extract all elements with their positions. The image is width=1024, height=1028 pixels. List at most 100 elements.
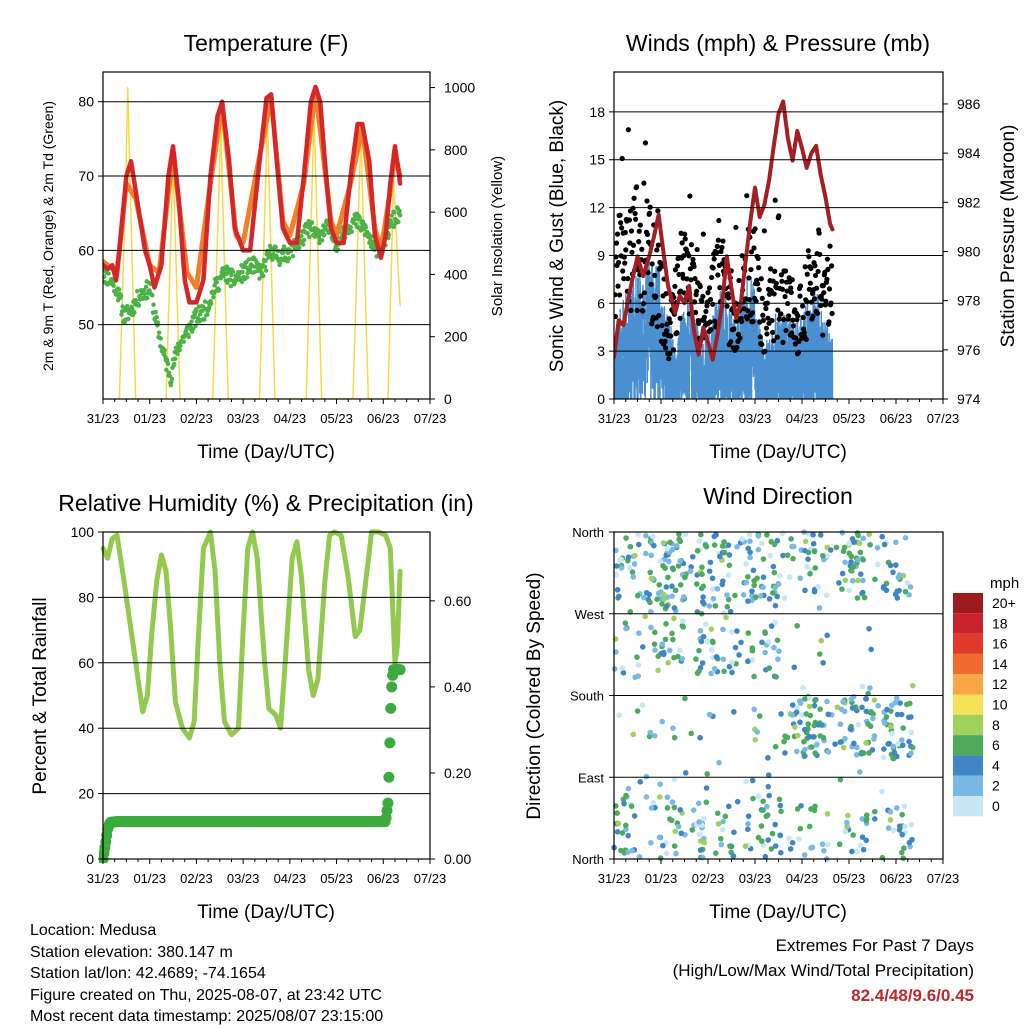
gust-point bbox=[704, 303, 710, 309]
direction-point bbox=[725, 596, 732, 603]
dewpoint-point bbox=[181, 339, 186, 344]
direction-point bbox=[643, 550, 649, 557]
direction-point bbox=[667, 539, 673, 546]
direction-point bbox=[904, 701, 910, 708]
dewpoint-point bbox=[200, 308, 205, 314]
dewpoint-point bbox=[397, 213, 403, 218]
direction-point bbox=[902, 535, 909, 541]
direction-point bbox=[860, 577, 866, 584]
gust-point bbox=[719, 244, 725, 251]
gust-point bbox=[666, 356, 672, 362]
direction-point bbox=[850, 693, 857, 700]
wind-y-left-label: Sonic Wind & Gust (Blue, Black) bbox=[547, 100, 568, 372]
direction-point bbox=[801, 726, 808, 733]
direction-point bbox=[704, 771, 711, 777]
temp-y2-tick-label: 800 bbox=[444, 142, 468, 158]
wind-x-tick-label: 07/23 bbox=[927, 411, 960, 426]
gust-point bbox=[824, 256, 831, 262]
direction-point bbox=[754, 729, 761, 735]
dewpoint-point bbox=[263, 258, 268, 263]
direction-point bbox=[760, 584, 766, 591]
direction-point bbox=[636, 630, 642, 637]
direction-point bbox=[837, 721, 844, 728]
direction-point bbox=[863, 740, 869, 746]
direction-point bbox=[699, 660, 706, 666]
legend-swatch bbox=[953, 613, 983, 634]
direction-point bbox=[648, 624, 654, 631]
station-location: Location: Medusa bbox=[30, 922, 157, 939]
gust-point bbox=[636, 239, 642, 245]
gust-point bbox=[812, 263, 818, 269]
direction-point bbox=[693, 656, 699, 662]
direction-point bbox=[808, 806, 814, 812]
direction-point bbox=[625, 849, 631, 855]
rh-x-tick-label: 31/23 bbox=[87, 871, 120, 886]
gust-point bbox=[655, 242, 661, 248]
direction-x-tick-label: 07/23 bbox=[927, 871, 960, 886]
direction-point bbox=[712, 603, 719, 609]
gust-point bbox=[725, 291, 731, 297]
gust-point bbox=[800, 314, 806, 321]
direction-point bbox=[842, 735, 848, 742]
gust-point bbox=[756, 265, 762, 271]
direction-point bbox=[694, 581, 700, 587]
direction-point bbox=[879, 788, 885, 795]
direction-point bbox=[874, 561, 881, 568]
direction-point bbox=[677, 582, 684, 588]
direction-point bbox=[812, 565, 819, 571]
direction-point bbox=[676, 531, 682, 537]
gust-point bbox=[795, 313, 801, 319]
direction-panel: Wind Direction North East South West North 31… bbox=[524, 483, 1019, 923]
direction-point bbox=[849, 577, 856, 584]
direction-point bbox=[614, 587, 621, 593]
precip-point bbox=[383, 771, 395, 783]
gust-point bbox=[790, 317, 796, 323]
direction-point bbox=[682, 574, 688, 581]
direction-point bbox=[800, 684, 806, 691]
direction-point bbox=[680, 624, 687, 630]
dewpoint-point bbox=[192, 311, 198, 317]
direction-point bbox=[855, 532, 862, 539]
direction-point bbox=[799, 711, 805, 718]
legend-swatch bbox=[953, 775, 983, 796]
direction-point bbox=[671, 734, 678, 741]
temp-x-tick-label: 05/23 bbox=[320, 411, 353, 426]
direction-point bbox=[655, 590, 662, 597]
direction-point bbox=[847, 726, 854, 732]
gust-point bbox=[706, 285, 713, 291]
gust-point bbox=[705, 290, 711, 296]
gust-point bbox=[757, 334, 763, 340]
direction-point bbox=[849, 705, 856, 711]
direction-point bbox=[717, 835, 724, 842]
gust-point bbox=[760, 317, 766, 324]
dewpoint-point bbox=[182, 333, 188, 338]
wind-axes: 0 3 6 9 12 15 18 974 976 978 980 982 984 986 31/23 01/2… bbox=[589, 71, 981, 426]
direction-point bbox=[858, 749, 865, 756]
dewpoint-point bbox=[389, 213, 394, 218]
dewpoint-point bbox=[155, 320, 161, 325]
direction-point bbox=[772, 843, 779, 849]
direction-point bbox=[621, 800, 627, 807]
direction-point bbox=[659, 641, 666, 647]
direction-point bbox=[890, 569, 896, 576]
direction-x-tick-label: 06/23 bbox=[880, 871, 913, 886]
direction-point bbox=[854, 595, 861, 601]
direction-point bbox=[729, 659, 735, 666]
direction-point bbox=[909, 744, 916, 751]
direction-point bbox=[662, 565, 668, 571]
direction-point bbox=[717, 553, 723, 560]
gust-point bbox=[826, 286, 833, 292]
direction-point bbox=[679, 656, 686, 662]
direction-point bbox=[781, 738, 787, 745]
direction-point bbox=[749, 777, 756, 784]
direction-point bbox=[860, 556, 867, 563]
dewpoint-point bbox=[153, 309, 158, 315]
direction-point bbox=[699, 599, 706, 605]
dewpoint-point bbox=[214, 279, 219, 285]
direction-y-tick-label: North bbox=[572, 852, 604, 867]
direction-point bbox=[842, 828, 849, 835]
direction-point bbox=[778, 711, 784, 717]
rh-y-tick-label: 60 bbox=[78, 655, 94, 671]
direction-point bbox=[772, 743, 779, 750]
gust-point bbox=[733, 224, 739, 231]
